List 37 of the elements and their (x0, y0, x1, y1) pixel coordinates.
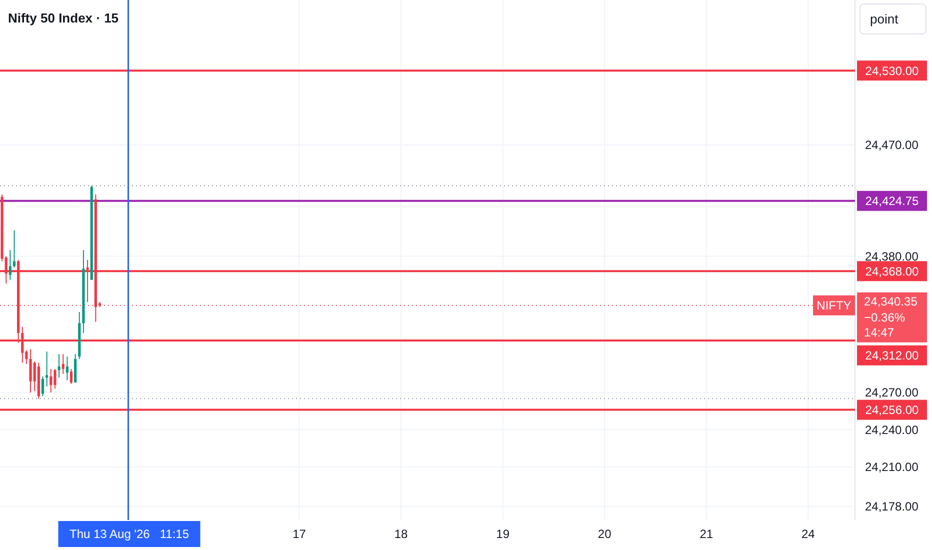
text: −0.36% (864, 310, 906, 325)
ref-line-label: 24,256.00 (865, 403, 920, 418)
y-tick-label: 24,210.00 (865, 460, 919, 474)
candlestick (62, 354, 64, 374)
y-tick-label: 24,240.00 (865, 422, 919, 437)
y-tick-label: 24,270.00 (865, 386, 919, 400)
annotation: NIFTY (816, 298, 852, 313)
candlestick (29, 348, 32, 393)
x-tick-label: Thu 13 Aug '26 11:15 (70, 527, 190, 542)
ref-line-label: 24,530.00 (865, 64, 920, 78)
candlestick (8, 250, 12, 280)
candlestick (66, 356, 68, 381)
candlestick (41, 376, 44, 397)
x-tick-label: 19 (496, 527, 510, 542)
text: Nifty 50 Index · 15 (8, 10, 119, 26)
ref-line-label: 24,368.00 (865, 264, 920, 278)
x-tick-label: 24 (802, 527, 816, 542)
ref-line-label: 24,312.00 (865, 348, 920, 363)
candlestick (33, 361, 36, 392)
text: point (870, 12, 899, 27)
candlestick (50, 368, 52, 393)
candlestick (74, 354, 77, 384)
candlestick (70, 368, 73, 384)
ref-line-label: 24,340.35 (864, 294, 918, 309)
ref-line-label: 24,424.75 (865, 194, 920, 208)
y-tick-label: 24,380.00 (865, 249, 919, 264)
x-tick-label: 20 (598, 527, 612, 542)
candlestick (58, 354, 60, 378)
candlestick (46, 351, 48, 387)
x-tick-label: 21 (700, 527, 714, 542)
x-tick-label: 18 (394, 527, 408, 542)
text: 14:47 (864, 326, 894, 340)
y-tick-label: 24,178.00 (865, 500, 919, 514)
x-tick-label: 17 (292, 527, 306, 542)
candlestick (54, 368, 56, 390)
y-tick-label: 24,470.00 (865, 138, 919, 152)
candlestick (12, 230, 16, 268)
